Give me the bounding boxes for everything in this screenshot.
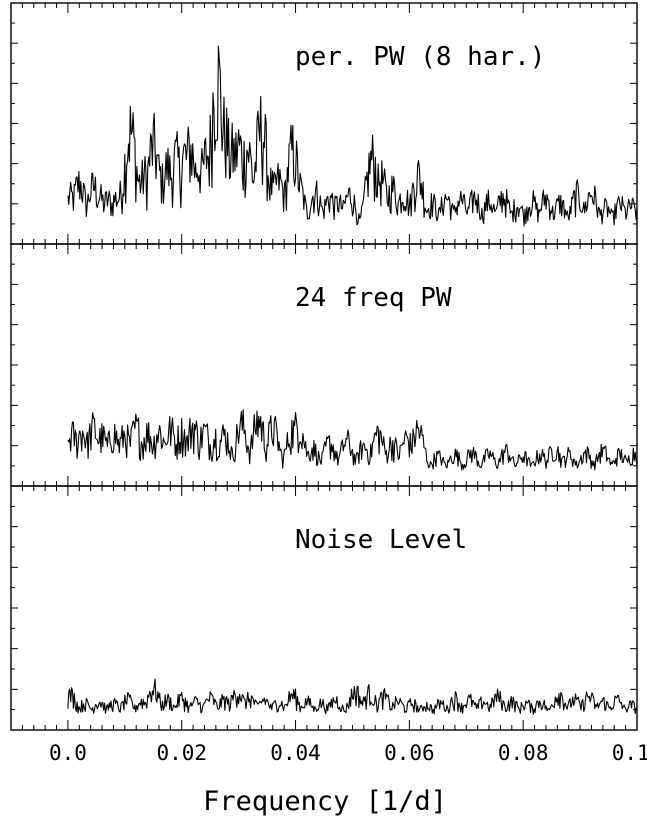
x-tick-label: 0.10 bbox=[612, 741, 647, 765]
panel-3: Noise Level bbox=[10, 485, 638, 731]
x-axis-title: Frequency [1/d] bbox=[203, 786, 447, 817]
panels-group: per. PW (8 har.) 24 freq PW Noise Level bbox=[10, 2, 638, 731]
panel-1: per. PW (8 har.) bbox=[10, 2, 638, 245]
x-tick-label: 0.02 bbox=[156, 741, 207, 765]
panel-frame bbox=[10, 485, 638, 731]
panel-2: 24 freq PW bbox=[10, 243, 638, 487]
panel-label: per. PW (8 har.) bbox=[295, 42, 545, 72]
x-tick-label: 0.08 bbox=[498, 741, 549, 765]
x-tick-label: 0.04 bbox=[270, 741, 321, 765]
panel-frame bbox=[10, 243, 638, 487]
panel-label: Noise Level bbox=[295, 525, 467, 555]
panel-label: 24 freq PW bbox=[295, 283, 452, 313]
spectrum-line bbox=[67, 45, 638, 227]
spectrum-line bbox=[67, 409, 638, 471]
x-tick-labels: 0.0 0.02 0.04 0.06 0.08 0.10 bbox=[49, 741, 647, 765]
x-tick-label: 0.06 bbox=[384, 741, 435, 765]
spectrum-line bbox=[67, 678, 638, 715]
x-tick-label: 0.0 bbox=[49, 741, 87, 765]
